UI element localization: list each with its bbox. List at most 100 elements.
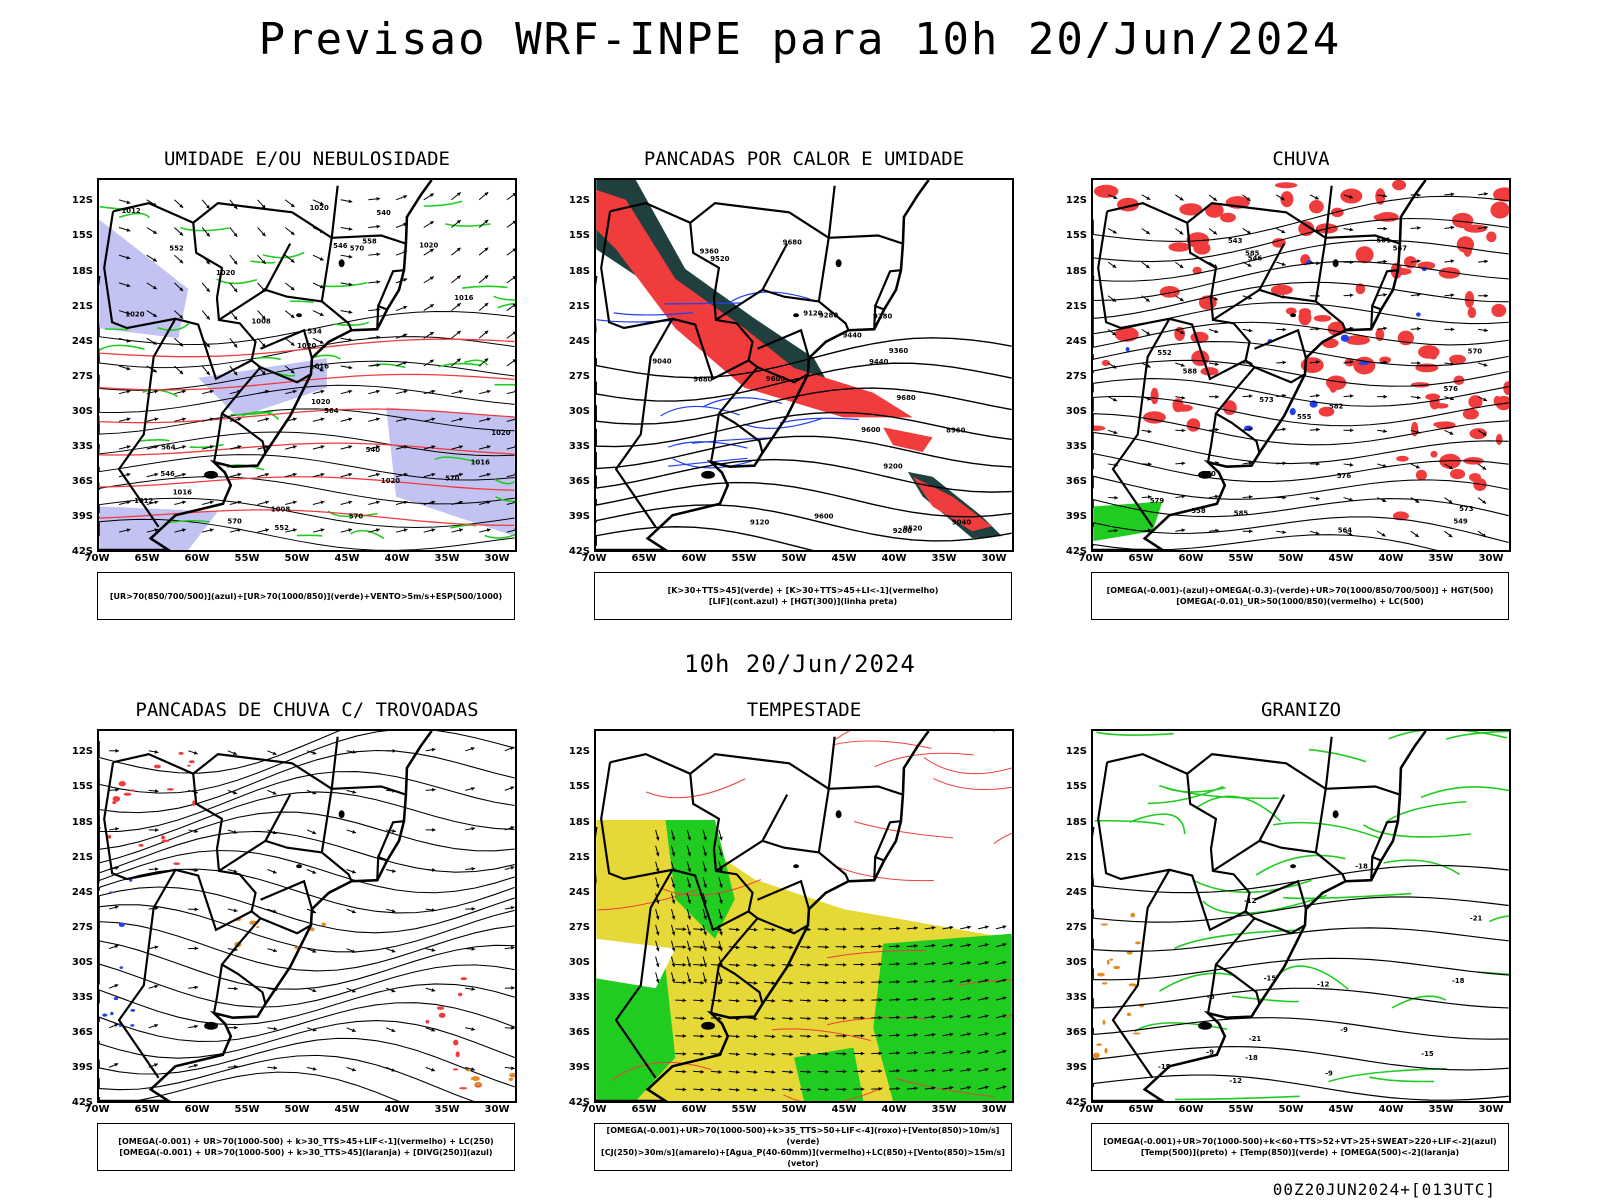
longitude-tick: 70W [84,553,110,564]
streamline-arrow-head [1448,465,1453,470]
geopotential-500-contour [1093,378,1509,407]
streamline-arrow-head [392,829,396,833]
wind-vector-850-head [771,981,776,985]
wind-vector-head [126,255,131,260]
political-border [212,910,263,1014]
wind-vector-head [403,445,408,449]
wind-vector-head [126,200,131,205]
latitude-tick: 15S [568,781,590,793]
wind-vector-850-head [789,1034,794,1039]
latitude-tick: 15S [71,230,93,242]
wind-vector-850-head [931,997,936,1001]
latitude-tick: 42S [1065,546,1087,557]
contour-label: 9040 [952,519,971,527]
wind-vector-head [290,231,295,235]
wind-vector-850-head [914,997,918,1002]
thunderstorm-area [173,862,181,865]
wind-vector-850-head [807,1034,811,1039]
wind-vector-head [484,192,489,196]
wind-vector-head [209,417,214,422]
contour-label: 9360 [889,347,908,355]
temperature-500-contour [1093,1017,1509,1040]
wind-vector-850-head [1002,1085,1007,1090]
humidity-1000-850-contour [464,359,488,366]
wind-vector-head [429,332,434,336]
thunderstorm-area [509,1073,515,1078]
streamline-arrow-head [471,947,476,951]
contour-label: 585 [1234,509,1249,517]
legend-line: [OMEGA(-0.001) + UR>70(1000-500) + k>30_… [118,1137,494,1146]
wind-vector-850-head [655,852,660,857]
political-border [715,288,850,331]
wind-vector-850-head [719,947,723,952]
wind-vector-head [403,305,408,310]
wind-vector-850-head [687,915,692,920]
omega-500-area [1096,1043,1102,1046]
streamline-850 [834,865,934,882]
wind-vector [506,501,515,505]
contour-label: -18 [1245,1054,1258,1062]
streamline-arrow-head [115,748,120,753]
streamline-arrow-head [471,907,476,911]
political-border [331,234,407,245]
wind-vector-850-head [931,1068,936,1073]
streamline-arrow-head [1315,261,1320,266]
geopotential-500-contour [1093,534,1438,550]
streamline-arrow-head [155,867,159,872]
latitude-tick: 27S [71,370,93,382]
wind-vector-850-head [789,998,794,1003]
geopotential-500-contour [1093,395,1509,427]
longitude-axis: 70W 65W 60W 55W 50W 45W 40W 35W 30W [582,1104,1014,1118]
wind-vector-head [376,335,381,340]
latitude-tick: 36S [568,475,590,487]
latitude-tick: 27S [568,921,590,933]
streamline-arrow-head [1383,326,1387,331]
wind-vector-850-head [703,852,707,857]
rain-area [1309,200,1324,214]
wind-vector-head [319,340,324,344]
temperature-850-contour [1275,965,1349,990]
latitude-tick: 39S [71,1061,93,1073]
streamline-850 [993,832,1012,845]
wind-vector-850-head [984,1014,989,1019]
contour-label: -18 [1452,977,1465,985]
streamline-arrow-head [154,750,159,754]
political-border [609,202,754,361]
wind-vector-850-head [860,1051,865,1056]
streamline-arrow-head [1215,427,1219,432]
omega-500-area [1104,1047,1108,1054]
wind-vector-850-head [789,1070,794,1074]
longitude-axis: 70W 65W 60W 55W 50W 45W 40W 35W 30W [85,553,517,567]
wind-vector-850-head [896,1051,900,1055]
streamline-arrow-head [272,751,277,755]
wind-vector-850-head [753,998,758,1003]
political-border [1254,917,1306,935]
humidity-1000-850-contour [241,411,280,421]
thunderstorm-area [309,927,315,932]
wind-vector-head [154,445,159,449]
coastline [99,180,433,550]
political-border [1106,202,1251,361]
thunderstorm-area [161,839,170,843]
wind-vector-head [233,315,238,320]
wind-vector-850-head [719,979,723,983]
streamline-arrow-head [351,869,356,874]
latitude-tick: 39S [568,510,590,522]
streamline-arrow-head [1382,463,1387,468]
streamline-arrow-head [193,750,198,755]
wind-vector-head [431,472,436,477]
wind-vector-head [152,313,157,317]
longitude-tick: 45W [831,1104,857,1115]
wind-vector-850-head [860,1033,865,1038]
thunderstorm-area [438,1012,446,1018]
wind-vector-head [233,371,238,376]
wind-vector-850-head [682,1016,687,1021]
wind-vector-head [290,369,295,374]
wind-vector-head [376,417,380,422]
streamline-arrow-head [273,1065,278,1070]
streamline-arrow-head [1246,197,1251,201]
streamline-arrow-head [470,747,475,751]
streamline-250 [99,1020,515,1059]
wind-vector-850-head [843,927,847,931]
streamline-arrow-head [1213,296,1218,301]
